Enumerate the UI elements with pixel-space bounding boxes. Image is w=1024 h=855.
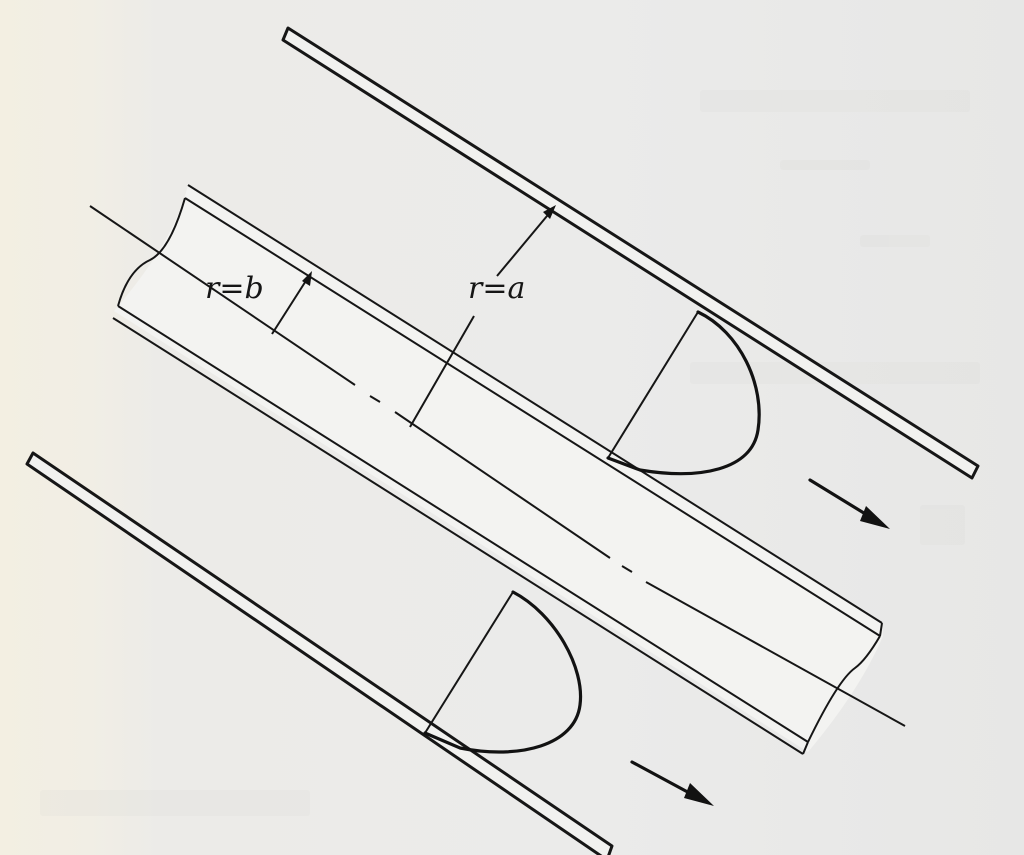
inner-radius-dimension [271, 271, 312, 335]
inner-cylinder-upper-edge-inner [184, 197, 881, 637]
flow-arrow-lower [630, 760, 714, 806]
inner-cylinder-lower-edge [117, 305, 809, 743]
inner-radius-label: r=b [205, 271, 264, 306]
inner-cylinder [114, 185, 883, 752]
axis-centerline [89, 205, 906, 727]
inner-cylinder-upper-edge [187, 184, 883, 624]
inner-cylinder-right-break [807, 635, 881, 743]
inner-cylinder-upper-end [879, 622, 883, 637]
inner-cylinder-lower-edge-inner [112, 317, 804, 755]
bleed-through-text [40, 90, 980, 816]
velocity-profile-upper [606, 310, 761, 476]
outer-cylinder-lower-wall [25, 451, 614, 855]
flow-arrow-upper [808, 478, 890, 529]
outer-radius-label: r=a [468, 271, 525, 306]
outer-cylinder-upper-wall [281, 26, 980, 480]
velocity-profile-lower [423, 590, 583, 754]
inner-cylinder-lower-end [802, 741, 809, 755]
outer-radius-dimension [409, 205, 556, 428]
inner-cylinder-left-break [117, 197, 186, 307]
